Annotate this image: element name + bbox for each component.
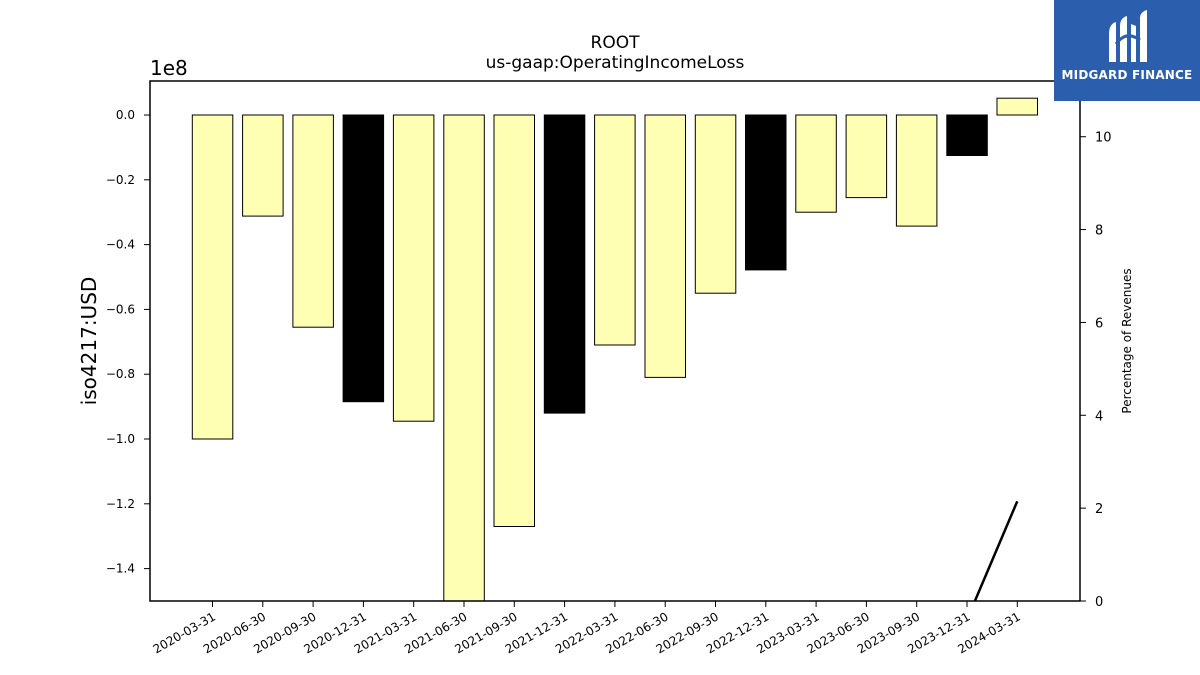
- y-tick-label: −0.2: [106, 173, 135, 187]
- y-tick-label: −1.0: [106, 432, 135, 446]
- y2-tick-label: 0: [1095, 595, 1103, 610]
- logo-mark-icon: [1109, 10, 1147, 62]
- y2-tick-label: 10: [1095, 131, 1112, 146]
- y2-tick-label: 6: [1095, 316, 1103, 331]
- bar-2020-12-31: [342, 114, 385, 403]
- y2-axis-ticks: 0 2 4 6 8 10: [1080, 131, 1112, 610]
- y2-tick-label: 4: [1095, 409, 1103, 424]
- bar-2020-03-31: [191, 114, 234, 440]
- bar-2020-09-30: [292, 114, 334, 328]
- bar-2023-09-30: [895, 114, 938, 227]
- percentage-line: [973, 500, 1019, 601]
- y-tick-label: −0.6: [106, 302, 135, 316]
- y-tick-label: −0.4: [106, 238, 135, 252]
- bar-2022-03-31: [594, 114, 636, 346]
- bar-2022-12-31: [745, 114, 787, 271]
- bar-2021-03-31: [392, 114, 435, 422]
- y-tick-label: 0.0: [116, 108, 135, 122]
- chart-title: ROOT: [591, 33, 641, 53]
- bar-2023-06-30: [845, 114, 888, 199]
- y-tick-label: −1.4: [106, 562, 135, 576]
- line-layer: [973, 500, 1019, 601]
- logo-text: MIDGARD FINANCE: [1061, 68, 1193, 82]
- bar-2021-06-30: [443, 114, 485, 601]
- midgard-finance-logo: MIDGARD FINANCE: [1054, 0, 1200, 101]
- bar-2022-09-30: [694, 114, 737, 294]
- y-axis-ticks: 0.0 −0.2 −0.4 −0.6 −0.8 −1.0 −1.2 −1.4: [106, 108, 150, 576]
- y-axis-label: iso4217:USD: [77, 277, 101, 406]
- y2-tick-label: 8: [1095, 224, 1103, 239]
- bar-2023-12-31: [946, 114, 988, 156]
- y2-axis-label: Percentage of Revenues: [1120, 268, 1134, 413]
- bar-2020-06-30: [242, 114, 284, 217]
- bar-group: [191, 97, 1038, 601]
- bar-2021-09-30: [493, 114, 535, 527]
- bar-2023-03-31: [795, 114, 837, 213]
- bar-2024-03-31: [996, 97, 1038, 116]
- bar-2021-12-31: [543, 114, 586, 414]
- y-axis-exponent: 1e8: [150, 56, 188, 80]
- bar-2022-06-30: [644, 114, 686, 378]
- y-tick-label: −0.8: [106, 367, 135, 381]
- y-tick-label: −1.2: [106, 497, 135, 511]
- chart-subtitle: us-gaap:OperatingIncomeLoss: [486, 53, 745, 73]
- x-axis-ticks: 2020-03-312020-06-302020-09-302020-12-31…: [151, 601, 1023, 656]
- y2-tick-label: 2: [1095, 502, 1103, 517]
